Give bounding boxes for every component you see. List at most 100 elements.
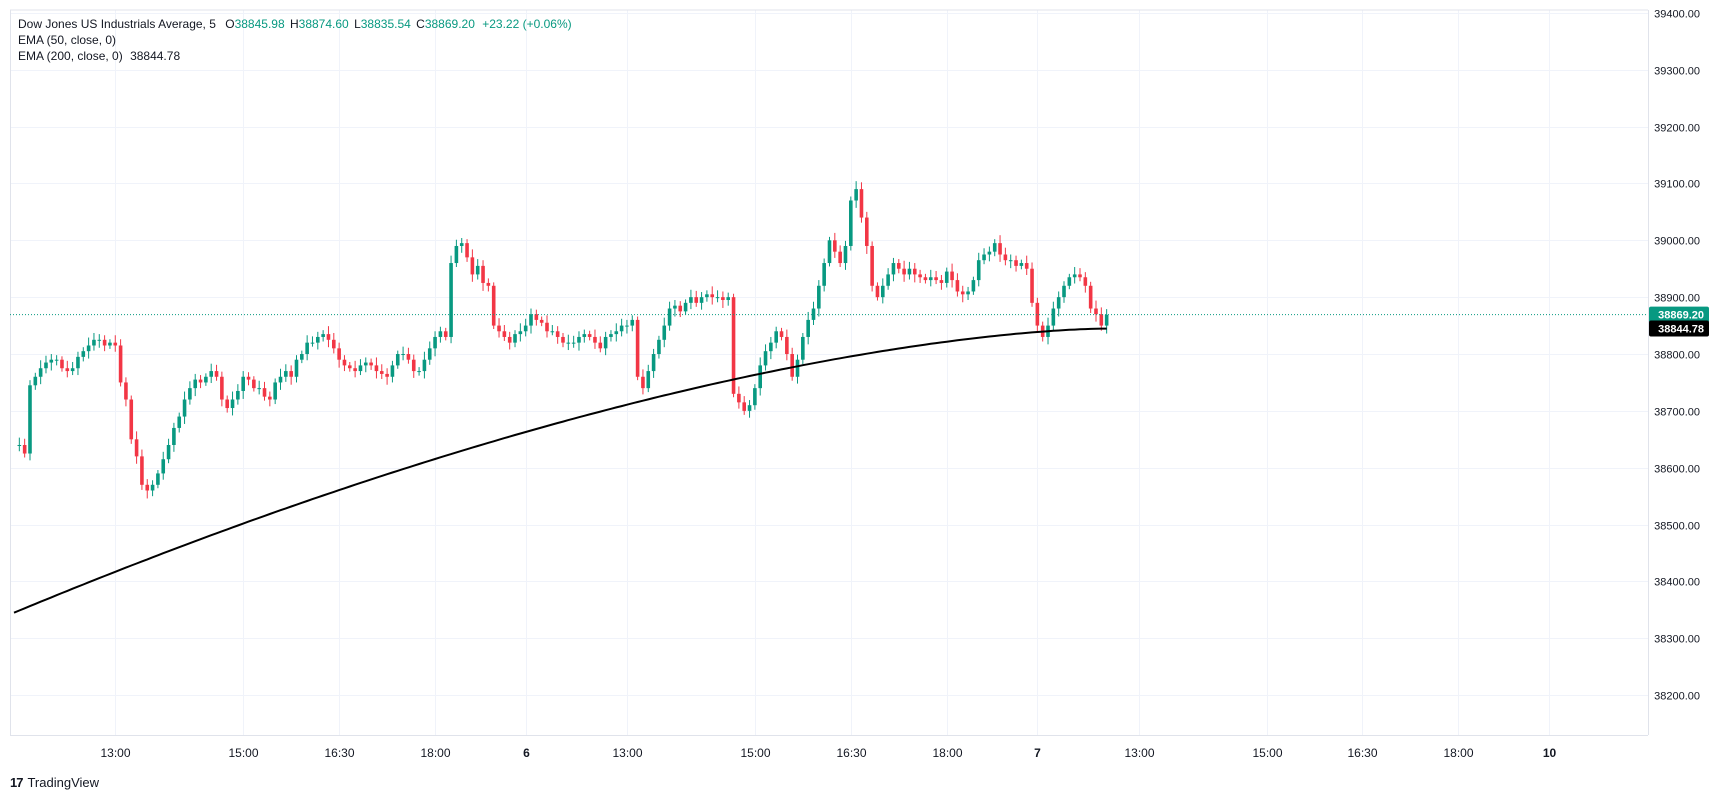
- candle-body: [214, 371, 219, 377]
- close-label: C: [416, 17, 425, 31]
- candle-body: [635, 319, 640, 377]
- candle-body: [673, 305, 677, 309]
- candle-body: [944, 271, 949, 283]
- candle-body: [230, 399, 235, 409]
- candle-body: [667, 308, 672, 326]
- candle-body: [731, 297, 736, 394]
- candle-body: [625, 325, 629, 327]
- candle-body: [1078, 274, 1082, 278]
- candle-body: [875, 285, 880, 298]
- x-tick-label: 16:30: [324, 746, 354, 760]
- ema50-row[interactable]: EMA (50, close, 0): [18, 32, 572, 48]
- candle-body: [417, 371, 421, 373]
- price-labels: 38869.20 38844.78: [1649, 306, 1709, 337]
- candle-body: [358, 365, 363, 372]
- last-price-label-bg: [1649, 306, 1709, 323]
- candle-body: [145, 484, 150, 491]
- candle-body: [982, 254, 986, 261]
- candle-body: [443, 331, 448, 337]
- candle-body: [806, 319, 810, 337]
- candle-body: [939, 280, 944, 283]
- candle-body: [833, 240, 837, 252]
- candle-body: [198, 379, 203, 383]
- ema200-row[interactable]: EMA (200, close, 0) 38844.78: [18, 48, 572, 64]
- candle-body: [838, 251, 842, 264]
- candle-body: [902, 268, 906, 275]
- candle-body: [486, 282, 491, 286]
- x-tick-label: 18:00: [420, 746, 450, 760]
- candle-body: [747, 405, 752, 411]
- candle-body: [918, 274, 922, 278]
- candle-body: [268, 396, 272, 400]
- candle-body: [912, 268, 917, 275]
- candle-body: [934, 277, 938, 281]
- candle-body: [710, 294, 715, 298]
- candle-body: [465, 243, 469, 258]
- candle-body: [134, 439, 139, 457]
- candle-body: [1014, 260, 1018, 266]
- x-tick-label: 13:00: [1124, 746, 1154, 760]
- candle-body: [49, 359, 54, 363]
- candle-body: [721, 297, 725, 300]
- ema50-label: EMA (50, close, 0): [18, 33, 117, 47]
- candle-body: [92, 339, 96, 346]
- price-axis[interactable]: 38200.00 38300.00 38400.00 38500.00 38600.00…: [1654, 9, 1700, 703]
- symbol-title[interactable]: Dow Jones US Industrials Average, 5: [18, 17, 216, 31]
- candle-body: [523, 325, 528, 332]
- candle-body: [54, 359, 59, 361]
- candle-body: [113, 342, 118, 346]
- candle-body: [321, 334, 325, 337]
- candle-body: [337, 348, 341, 360]
- candle-body: [774, 331, 778, 343]
- candle-body: [108, 342, 112, 346]
- candle-body: [273, 382, 277, 400]
- candle-body: [326, 334, 331, 340]
- candle-body: [1094, 308, 1098, 315]
- y-tick-label: 39200.00: [1654, 123, 1700, 135]
- candle-body: [166, 445, 171, 460]
- candle-body: [422, 359, 427, 372]
- candle-body: [726, 297, 731, 300]
- candle-body: [678, 305, 683, 312]
- candle-body: [555, 331, 560, 337]
- candle-body: [76, 356, 80, 369]
- candle-body: [923, 277, 928, 281]
- candle-body: [390, 365, 395, 377]
- candle-body: [1083, 277, 1088, 286]
- x-tick-label: 15:00: [228, 746, 258, 760]
- candle-body: [172, 427, 176, 445]
- candles: [17, 181, 1109, 499]
- candle-body: [971, 280, 976, 292]
- y-tick-label: 39300.00: [1654, 66, 1700, 78]
- candle-body: [539, 319, 544, 323]
- candle-body: [603, 336, 608, 349]
- candle-body: [609, 334, 613, 337]
- candle-body: [252, 379, 256, 389]
- candle-body: [801, 336, 805, 360]
- candle-body: [955, 280, 960, 292]
- chart-grid: [10, 10, 1648, 735]
- candle-body: [363, 362, 368, 366]
- candle-body: [182, 399, 187, 417]
- candle-body: [1088, 285, 1093, 309]
- candle-body: [822, 263, 826, 286]
- ema200-price-label-text: 38844.78: [1658, 324, 1704, 336]
- candle-body: [28, 385, 32, 454]
- ema200-value: 38844.78: [130, 49, 181, 63]
- candle-body: [795, 359, 800, 377]
- ema200-line: [13, 327, 1107, 614]
- tradingview-brand[interactable]: 17 TradingView: [10, 775, 99, 790]
- time-axis[interactable]: 13:00 15:00 16:30 18:00 6 13:00 15:00 16:30 18:0…: [100, 746, 1556, 760]
- candle-body: [662, 325, 667, 340]
- candle-body: [1024, 263, 1029, 269]
- candle-body: [843, 245, 848, 264]
- candle-body: [646, 371, 651, 389]
- candle-body: [886, 274, 890, 286]
- change-value: +23.22 (+0.06%): [482, 17, 572, 31]
- candle-body: [817, 285, 821, 309]
- candle-body: [459, 243, 464, 246]
- candle-body: [491, 285, 496, 326]
- y-tick-label: 39000.00: [1654, 236, 1700, 248]
- candle-body: [880, 285, 885, 298]
